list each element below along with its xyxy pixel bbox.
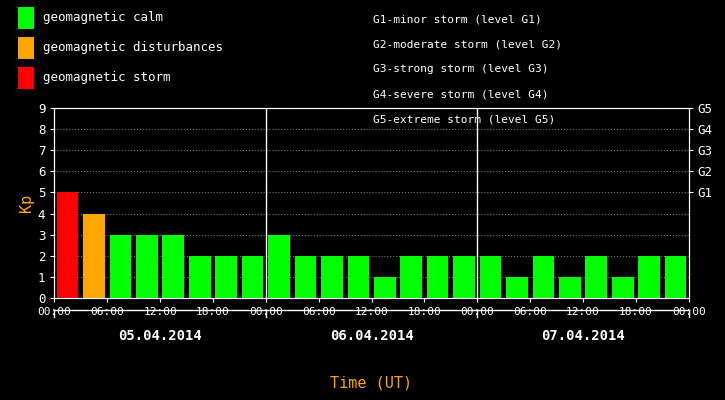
Bar [215,256,237,298]
Bar [83,214,105,298]
Text: 05.04.2014: 05.04.2014 [118,329,202,343]
Bar [559,277,581,298]
Text: G4-severe storm (level G4): G4-severe storm (level G4) [373,90,549,100]
Bar [480,256,502,298]
Bar [453,256,475,298]
Bar [268,235,290,298]
Text: 07.04.2014: 07.04.2014 [541,329,625,343]
Text: G3-strong storm (level G3): G3-strong storm (level G3) [373,64,549,74]
Y-axis label: Kp: Kp [19,194,33,212]
Text: geomagnetic disturbances: geomagnetic disturbances [43,42,223,54]
Bar [162,235,184,298]
Bar [241,256,263,298]
Bar [612,277,634,298]
Bar [189,256,210,298]
Bar [321,256,343,298]
Text: geomagnetic calm: geomagnetic calm [43,12,163,24]
Text: Time (UT): Time (UT) [331,375,413,390]
Bar [427,256,449,298]
Bar [136,235,158,298]
Bar [347,256,369,298]
Bar [638,256,660,298]
Bar [400,256,422,298]
Bar [294,256,316,298]
Bar [109,235,131,298]
Text: 06.04.2014: 06.04.2014 [330,329,413,343]
Bar [533,256,554,298]
Bar [665,256,687,298]
Text: geomagnetic storm: geomagnetic storm [43,72,170,84]
Bar [506,277,528,298]
Text: G2-moderate storm (level G2): G2-moderate storm (level G2) [373,39,563,49]
Bar [57,192,78,298]
Bar [374,277,396,298]
Bar [585,256,607,298]
Text: G1-minor storm (level G1): G1-minor storm (level G1) [373,14,542,24]
Text: G5-extreme storm (level G5): G5-extreme storm (level G5) [373,115,555,125]
